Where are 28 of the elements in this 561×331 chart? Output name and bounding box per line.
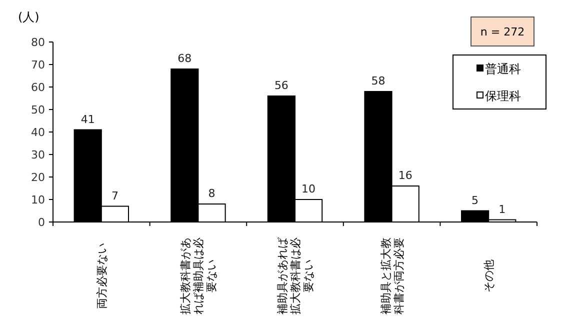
x-tick-label: その他 xyxy=(482,260,496,292)
legend-label: 普通科 xyxy=(485,62,521,76)
y-tick-label: 40 xyxy=(31,126,45,139)
x-tick-label: 補助具と拡大教科書が両方必要 xyxy=(379,238,406,314)
data-label: 1 xyxy=(498,202,506,216)
data-label: 56 xyxy=(274,79,288,92)
x-tick-label: 補助具があれば拡大教科書は必要ない xyxy=(276,236,315,314)
x-tick-label: 両方必要ない xyxy=(95,243,108,309)
y-tick-label: 80 xyxy=(31,36,45,49)
data-label: 68 xyxy=(178,52,192,65)
text: n = 272 xyxy=(480,26,525,38)
y-tick-label: 0 xyxy=(38,216,45,229)
data-label: 16 xyxy=(398,169,412,182)
y-tick-label: 20 xyxy=(31,171,45,184)
y-tick-label: 70 xyxy=(31,58,45,72)
data-label: 7 xyxy=(111,189,118,202)
y-tick-label: 30 xyxy=(31,148,45,162)
data-label: 5 xyxy=(472,194,479,207)
x-tick-label: 拡大教科書があれば補助具は必要ない xyxy=(179,238,218,314)
data-label: 10 xyxy=(302,182,316,196)
data-label: 41 xyxy=(80,112,95,126)
y-tick-label: 50 xyxy=(31,104,45,116)
legend-label: 保理科 xyxy=(485,89,521,103)
data-label: 8 xyxy=(208,187,216,200)
y-tick-label: 60 xyxy=(31,81,45,94)
data-label: 58 xyxy=(371,74,386,88)
y-axis-title: (人) xyxy=(18,10,40,24)
y-tick-label: 10 xyxy=(31,194,45,206)
